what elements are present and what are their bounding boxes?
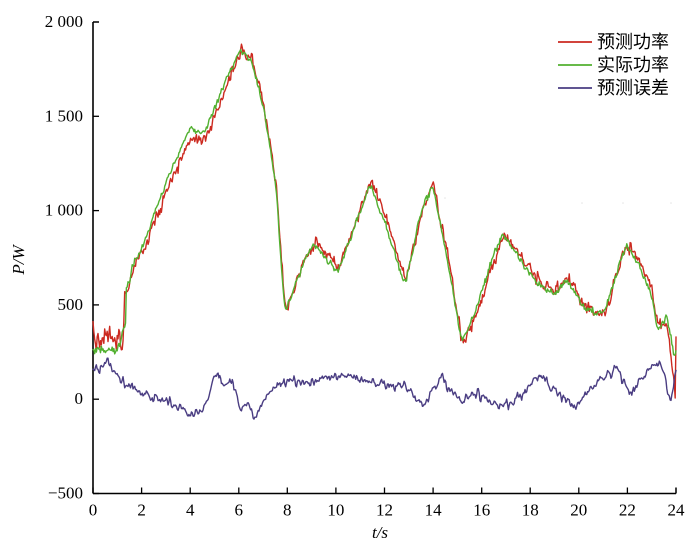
svg-text:16: 16: [473, 501, 490, 520]
svg-text:1 500: 1 500: [45, 106, 83, 125]
svg-text:24: 24: [668, 501, 686, 520]
svg-text:预测误差: 预测误差: [597, 78, 669, 98]
svg-text:−500: −500: [48, 484, 83, 503]
svg-text:t/s: t/s: [372, 523, 388, 542]
svg-text:18: 18: [522, 501, 539, 520]
svg-text:1 000: 1 000: [45, 201, 83, 220]
svg-text:2 000: 2 000: [45, 12, 83, 31]
svg-text:0: 0: [75, 389, 84, 408]
svg-text:14: 14: [425, 501, 443, 520]
svg-text:500: 500: [58, 295, 84, 314]
svg-text:10: 10: [327, 501, 344, 520]
svg-text:实际功率: 实际功率: [597, 55, 669, 75]
svg-text:4: 4: [186, 501, 195, 520]
svg-text:12: 12: [376, 501, 393, 520]
svg-text:2: 2: [137, 501, 146, 520]
svg-text:22: 22: [619, 501, 636, 520]
svg-text:0: 0: [89, 501, 98, 520]
svg-text:预测功率: 预测功率: [597, 32, 669, 52]
svg-text:6: 6: [235, 501, 244, 520]
svg-text:20: 20: [570, 501, 587, 520]
svg-text:8: 8: [283, 501, 292, 520]
svg-text:P/W: P/W: [9, 244, 28, 276]
